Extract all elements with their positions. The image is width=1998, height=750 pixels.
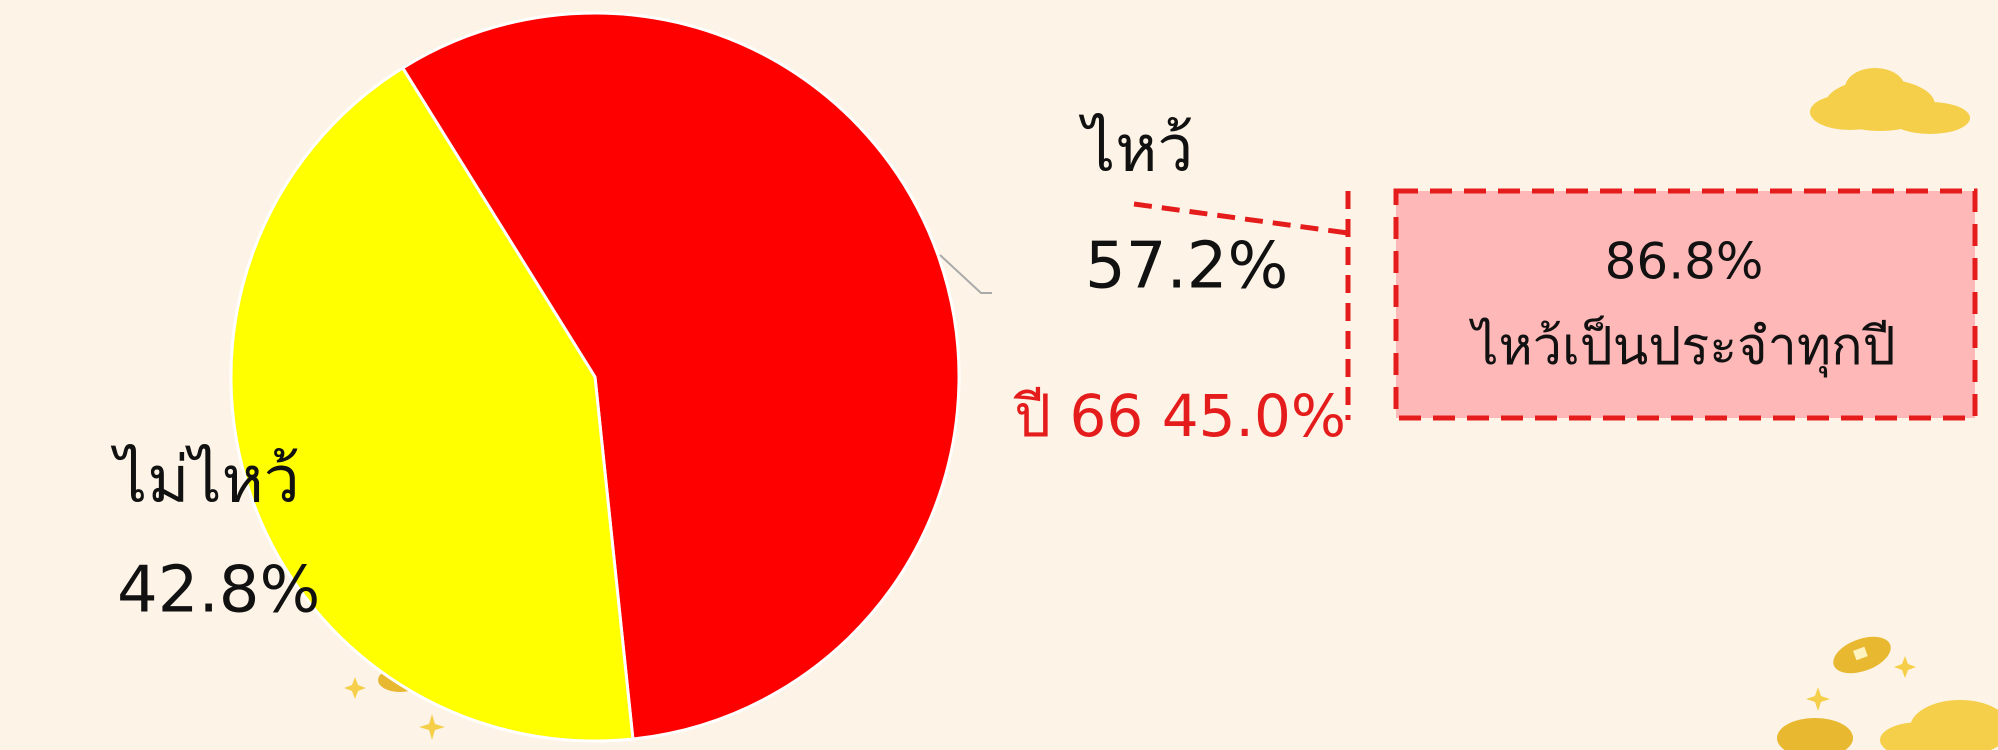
slice-label: ไม่ไหว้: [110, 444, 300, 518]
previous-year-label: ปี 66 45.0%: [1013, 382, 1346, 450]
slice-value-label: 42.8%: [117, 554, 320, 628]
slice-label: ไหว้: [1078, 113, 1193, 187]
callout-text: ไหว้เป็นประจำทุกปี: [1468, 316, 1895, 378]
callout-value: 86.8%: [1605, 233, 1764, 291]
chart: ปี 66 45.0% 86.8% ไหว้เป็นประจำทุกปี ไหว…: [0, 0, 1998, 750]
slice-value-label: 57.2%: [1085, 230, 1288, 304]
pie: [231, 13, 959, 741]
callout-box: [1396, 191, 1975, 418]
